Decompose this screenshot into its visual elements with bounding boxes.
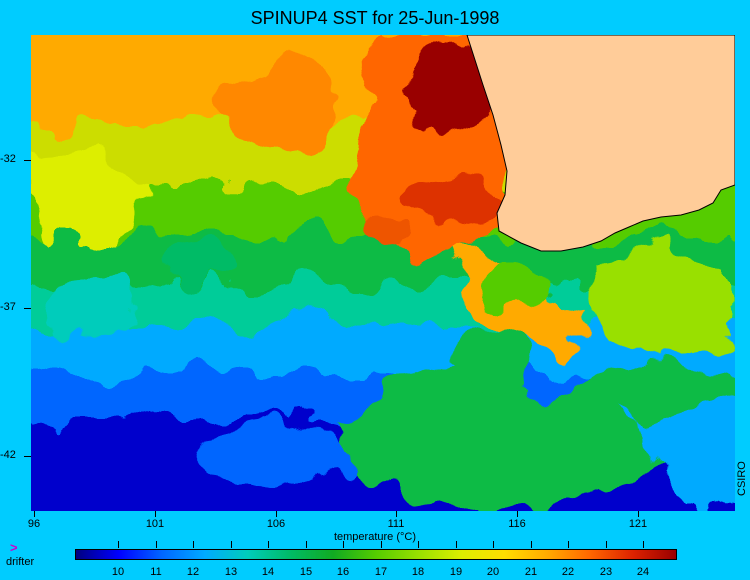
colorbar-tick-mark [306, 541, 307, 548]
colorbar-tick-mark [643, 541, 644, 548]
colorbar-tick-label: 13 [224, 566, 238, 578]
colorbar-tick-mark [456, 541, 457, 548]
colorbar-tick-label: 14 [261, 566, 275, 578]
x-tick-mark [276, 511, 277, 517]
colorbar-tick-label: 21 [524, 566, 538, 578]
x-tick-mark [34, 511, 35, 517]
colorbar-tick-mark [156, 541, 157, 548]
x-tick-mark [638, 511, 639, 517]
colorbar-tick-label: 18 [411, 566, 425, 578]
colorbar-tick-label: 17 [374, 566, 388, 578]
x-tick-label: 96 [27, 518, 41, 530]
drifter-marker-icon: > [10, 540, 18, 555]
colorbar-tick-mark [381, 541, 382, 548]
sst-map [31, 35, 735, 511]
colorbar [75, 549, 677, 560]
colorbar-tick-label: 22 [561, 566, 575, 578]
x-tick-label: 116 [508, 518, 526, 530]
colorbar-tick-mark [193, 541, 194, 548]
colorbar-tick-label: 10 [111, 566, 125, 578]
colorbar-tick-mark [418, 541, 419, 548]
credit-label: CSIRO [736, 460, 750, 500]
y-tick-mark [24, 160, 31, 161]
colorbar-tick-mark [118, 541, 119, 548]
x-tick-mark [155, 511, 156, 517]
map-title: SPINUP4 SST for 25-Jun-1998 [250, 8, 500, 28]
colorbar-tick-label: 19 [449, 566, 463, 578]
colorbar-tick-mark [531, 541, 532, 548]
colorbar-tick-mark [231, 541, 232, 548]
colorbar-tick-label: 16 [336, 566, 350, 578]
x-tick-label: 106 [266, 518, 286, 530]
colorbar-tick-label: 24 [636, 566, 650, 578]
x-tick-label: 111 [387, 518, 405, 530]
y-tick-label: -37 [0, 301, 16, 313]
y-tick-mark [24, 308, 31, 309]
y-tick-mark [24, 456, 31, 457]
colorbar-title: temperature (°C) [333, 531, 417, 543]
colorbar-tick-label: 12 [186, 566, 200, 578]
colorbar-tick-label: 11 [150, 566, 162, 578]
colorbar-tick-mark [568, 541, 569, 548]
colorbar-tick-label: 23 [599, 566, 613, 578]
y-tick-label: -42 [0, 449, 16, 461]
colorbar-tick-label: 15 [299, 566, 313, 578]
colorbar-tick-label: 20 [486, 566, 500, 578]
x-tick-mark [517, 511, 518, 517]
land-mass [466, 35, 735, 252]
x-tick-mark [396, 511, 397, 517]
colorbar-tick-mark [493, 541, 494, 548]
colorbar-tick-mark [606, 541, 607, 548]
drifter-legend-label: drifter [6, 556, 35, 568]
credit-text: CSIRO [736, 461, 748, 496]
x-tick-label: 101 [145, 518, 165, 530]
colorbar-tick-mark [343, 541, 344, 548]
colorbar-tick-mark [268, 541, 269, 548]
x-tick-label: 121 [628, 518, 648, 530]
y-tick-label: -32 [0, 153, 16, 165]
